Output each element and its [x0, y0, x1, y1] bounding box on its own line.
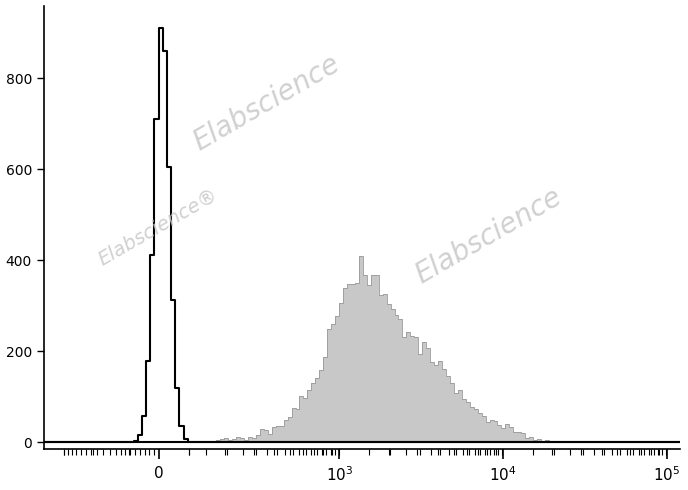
Text: Elabscience®: Elabscience®	[95, 185, 222, 270]
Text: Elabscience: Elabscience	[188, 50, 345, 156]
Text: Elabscience: Elabscience	[411, 183, 567, 290]
